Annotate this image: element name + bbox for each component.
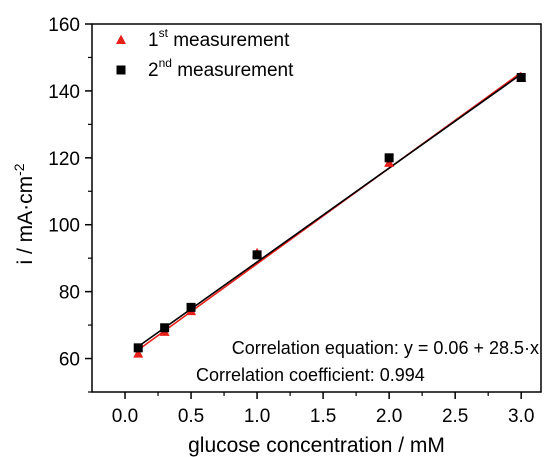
legend-label-second: 2nd measurement xyxy=(148,56,294,81)
y-tick-label: 120 xyxy=(48,149,80,170)
x-tick-label: 1.0 xyxy=(244,406,270,427)
correlation-equation: Correlation equation: y = 0.06 + 28.5·x xyxy=(232,338,539,358)
legend-marker-first xyxy=(116,34,126,45)
data-point-second xyxy=(384,153,394,163)
x-tick-label: 2.0 xyxy=(376,406,402,427)
x-tick-label: 0.5 xyxy=(178,406,204,427)
legend: 1st measurement 2nd measurement xyxy=(116,26,294,81)
data-point-second xyxy=(252,250,262,260)
data-points xyxy=(133,72,527,358)
data-point-second xyxy=(186,302,196,312)
fit-line-second xyxy=(137,73,522,348)
legend-item-second: 2nd measurement xyxy=(116,56,294,81)
y-tick-label: 80 xyxy=(59,283,80,304)
plot-frame xyxy=(91,23,542,393)
data-point-second xyxy=(516,73,526,83)
legend-label-first: 1st measurement xyxy=(148,26,290,51)
legend-marker-second xyxy=(116,65,126,75)
x-tick-label: 0.0 xyxy=(112,406,138,427)
fit-lines xyxy=(137,71,522,351)
y-axis-title: i / mA·cm-2 xyxy=(11,163,37,264)
correlation-coefficient: Correlation coefficient: 0.994 xyxy=(196,365,425,385)
x-axis-title: glucose concentration / mM xyxy=(188,434,445,457)
data-point-second xyxy=(133,343,143,353)
y-tick-label: 60 xyxy=(59,350,80,371)
axes: 0.0 0.5 1.0 1.5 2.0 2.5 3.0 60 80 100 120 140 160 xyxy=(48,15,542,427)
y-tick-label: 100 xyxy=(48,216,80,237)
y-tick-label: 140 xyxy=(48,82,80,103)
y-axis-title-exponent: -2 xyxy=(11,163,27,176)
y-tick-label: 160 xyxy=(48,15,80,36)
data-point-second xyxy=(160,323,170,333)
x-tick-label: 3.0 xyxy=(508,406,534,427)
data-point-first xyxy=(133,348,144,358)
y-axis-title-base: i / mA·cm xyxy=(14,176,37,265)
x-tick-label: 1.5 xyxy=(310,406,336,427)
legend-item-first: 1st measurement xyxy=(116,26,290,51)
x-tick-label: 2.5 xyxy=(442,406,468,427)
